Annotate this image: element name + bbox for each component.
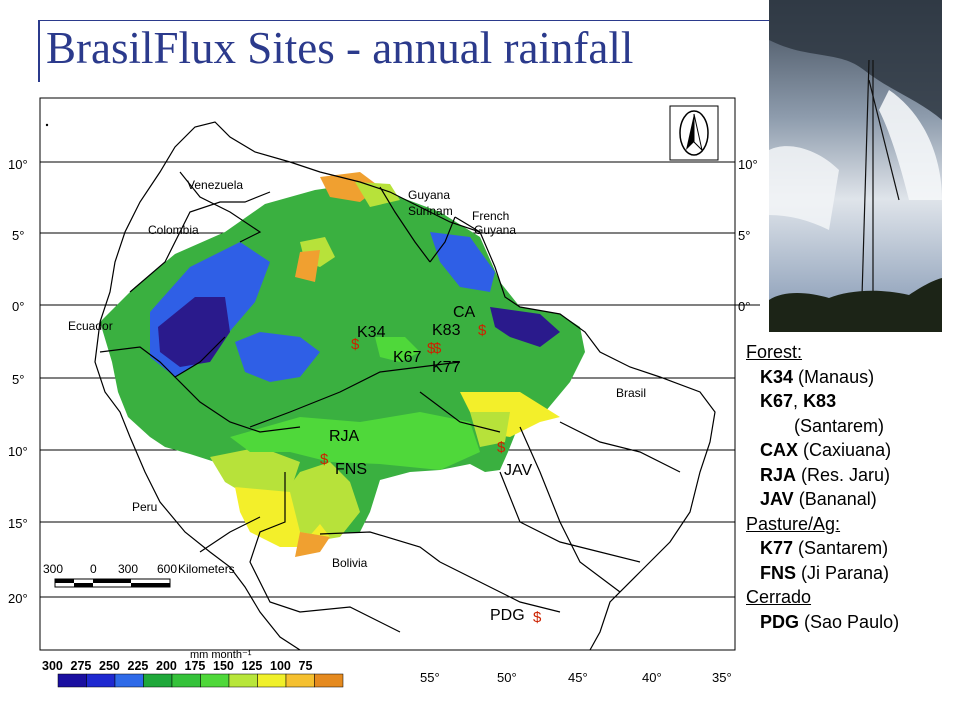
lat-label: 10° (8, 444, 28, 459)
colorbar-tick: 175 (185, 659, 206, 673)
site-label-k34: K34 (357, 324, 386, 341)
colorbar-tick: 275 (71, 659, 92, 673)
map-dot (45, 123, 49, 127)
site-marker-pdg: $ (533, 609, 542, 626)
colorbar-swatch (228, 673, 258, 688)
scale-bar (54, 578, 171, 588)
colorbar-tick: 150 (213, 659, 234, 673)
flux-tower-photo (769, 0, 942, 332)
legend-item-santarem: (Santarem) (794, 415, 885, 436)
title-rule-vertical (38, 20, 40, 82)
country-label-peru: Peru (132, 500, 157, 514)
country-label-guyana: Guyana (408, 188, 450, 202)
site-legend: Forest: K34 (Manaus) K67, K83 (Santarem)… (746, 340, 960, 634)
lat-label: 5° (738, 228, 750, 243)
lat-label: 20° (8, 591, 28, 606)
legend-item-fns: FNS (Ji Parana) (760, 562, 890, 583)
colorbar-unit: mm month⁻¹ (190, 649, 252, 661)
legend-item-pdg: PDG (Sao Paulo) (760, 611, 900, 632)
lat-label: 15° (8, 516, 28, 531)
longitude-labels: 55° 50° 45° 40° 35° (420, 670, 732, 685)
country-label-venezuela: Venezuela (187, 178, 243, 192)
lat-label: 0° (738, 299, 750, 314)
site-marker-rja: $ (320, 451, 329, 468)
legend-heading-cerrado: Cerrado (746, 587, 812, 607)
site-marker-k83: $ (478, 322, 487, 339)
scale-tick: 0 (90, 562, 97, 576)
latitude-labels-left: 10° 5° 0° 5° 10° 15° 20° (8, 157, 28, 606)
colorbar-swatch (285, 673, 315, 688)
colorbar-swatch (143, 673, 173, 688)
legend-item-rja: RJA (Res. Jaru) (760, 464, 891, 485)
site-labels: K34 K67 K83 K77 CA RJA FNS JAV PDG (329, 304, 532, 624)
colorbar-swatch (171, 673, 201, 688)
colorbar-swatch (57, 673, 87, 688)
site-label-fns: FNS (335, 461, 367, 478)
colorbar-tick: 200 (156, 659, 177, 673)
colorbar-tick: 250 (99, 659, 120, 673)
lon-label: 45° (568, 670, 588, 685)
lon-label: 40° (642, 670, 662, 685)
country-labels: Venezuela Colombia Guyana Surinam French… (68, 178, 646, 570)
colorbar-tick: 75 (299, 659, 313, 673)
title-rule-horizontal (40, 20, 770, 21)
colorbar-tick: 225 (128, 659, 149, 673)
lon-label: 55° (420, 670, 440, 685)
colorbar-swatch (200, 673, 230, 688)
lon-label: 50° (497, 670, 517, 685)
slide-title: BrasilFlux Sites - annual rainfall (46, 23, 634, 73)
lat-label: 5° (12, 372, 24, 387)
scale-tick: 300 (118, 562, 138, 576)
lat-label: 10° (8, 157, 28, 172)
legend-item-jav: JAV (Bananal) (760, 489, 877, 509)
legend-item-k77: K77 (Santarem) (760, 538, 889, 558)
colorbar-tick: 300 (42, 659, 63, 673)
lat-label: 0° (12, 299, 24, 314)
scale-bar-labels: 300 0 300 600 Kilometers (43, 562, 235, 576)
country-label-ecuador: Ecuador (68, 319, 113, 333)
country-label-french-guyana: French Guyana (472, 209, 516, 237)
site-marker-k67: $ (427, 340, 436, 357)
site-marker-k77: $ (433, 340, 442, 357)
site-label-k67: K67 (393, 349, 422, 366)
site-label-pdg: PDG (490, 607, 525, 624)
legend-item-cax: CAX (Caxiuana) (760, 440, 892, 460)
colorbar-swatch (86, 673, 116, 688)
legend-heading-pasture: Pasture/Ag: (746, 513, 841, 534)
site-marker-k34: $ (351, 336, 360, 353)
colorbar: mm month⁻¹ 300 275 250 225 200 175 150 125 100 75 (42, 649, 344, 688)
site-label-k77: K77 (432, 359, 461, 376)
site-label-rja: RJA (329, 428, 360, 445)
country-outlines (94, 121, 716, 651)
lat-label: 10° (738, 157, 758, 172)
country-label-surinam: Surinam (408, 204, 453, 218)
colorbar-swatch (114, 673, 144, 688)
colorbar-swatch (257, 673, 287, 688)
north-arrow-icon (669, 105, 719, 161)
scale-tick: 600 (157, 562, 177, 576)
legend-heading-forest: Forest: (746, 342, 803, 362)
lat-label: 5° (12, 228, 24, 243)
colorbar-swatch (314, 673, 344, 688)
scale-tick: 300 (43, 562, 63, 576)
rainfall-field (100, 172, 585, 557)
country-label-colombia: Colombia (148, 223, 199, 237)
legend-item-k34: K34 (Manaus) (760, 366, 875, 387)
country-label-brasil: Brasil (616, 386, 646, 400)
legend-item-k67-k83: K67, K83 (760, 391, 837, 411)
site-label-k83: K83 (432, 322, 461, 339)
site-markers: $ $ $ $ $ $ $ (320, 322, 542, 626)
site-marker-jav: $ (497, 439, 506, 456)
country-label-bolivia: Bolivia (332, 556, 368, 570)
site-label-cax: CA (453, 304, 476, 321)
lon-label: 35° (712, 670, 732, 685)
site-label-jav: JAV (504, 462, 532, 479)
scale-unit: Kilometers (178, 562, 235, 576)
colorbar-tick: 100 (270, 659, 291, 673)
colorbar-tick: 125 (242, 659, 263, 673)
latitude-labels-right: 10° 5° 0° (738, 157, 758, 314)
